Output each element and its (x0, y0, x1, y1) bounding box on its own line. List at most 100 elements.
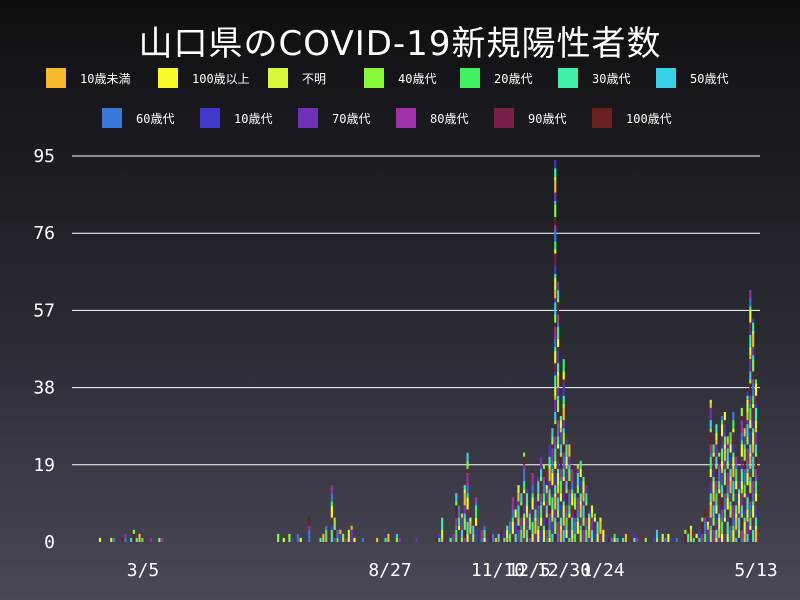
bar-segment (576, 468, 579, 473)
bar-segment (754, 501, 758, 506)
bar-segment (743, 517, 746, 522)
bar-segment (749, 420, 752, 429)
bar-segment (706, 525, 709, 530)
bar-segment (299, 537, 302, 542)
bar-segment (460, 517, 463, 530)
bar-segment (551, 472, 554, 486)
bar-segment (743, 472, 746, 486)
bar-segment (746, 420, 749, 425)
bar-segment (732, 428, 735, 433)
bar-segment (489, 533, 492, 542)
bar-segment (726, 468, 729, 473)
bar-segment (732, 525, 735, 530)
bar-segment (458, 529, 461, 542)
bar-segment (296, 533, 299, 542)
bar-segment (746, 444, 749, 449)
bar-segment (740, 416, 743, 421)
bar-segment (740, 517, 743, 530)
bar-segment (749, 383, 752, 396)
bar-segment (562, 501, 565, 506)
bar-segment (559, 529, 562, 542)
chart-title: 山口県のCOVID-19新規陽性者数 (138, 24, 662, 64)
bar-segment (554, 290, 557, 299)
bar-segment (749, 468, 752, 477)
bar-segment (721, 493, 724, 498)
bar-segment (534, 521, 537, 534)
bar-segment (732, 501, 735, 506)
bar-segment (749, 505, 752, 518)
bar-segment (475, 525, 478, 530)
bar-segment (746, 485, 749, 494)
legend-label: 90歳代 (528, 111, 567, 126)
bar-segment (466, 521, 469, 534)
bar-segment (743, 436, 746, 445)
bar-segment (749, 525, 752, 530)
bar-segment (551, 485, 554, 494)
bar-segment (554, 346, 557, 352)
bar-segment (545, 505, 548, 514)
bar-segment (554, 387, 557, 396)
bar-segment (740, 513, 743, 518)
y-tick-label: 0 (44, 532, 55, 553)
bar-segment (565, 537, 568, 542)
bar-segment (455, 501, 458, 506)
bar-segment (721, 509, 724, 518)
bar-segment (554, 460, 557, 469)
bar-segment (554, 493, 557, 498)
bar-segment (500, 529, 503, 542)
bar-segment (339, 529, 342, 534)
bar-segment (664, 537, 667, 542)
bar-segment (548, 537, 551, 542)
bar-segment (387, 533, 390, 542)
bar-segment (735, 505, 738, 514)
bar-segment (754, 420, 758, 429)
bar-segment (735, 493, 738, 506)
legend-item: 30歳代 (558, 68, 630, 88)
bar-segment (540, 476, 543, 482)
bar-segment (571, 529, 574, 538)
bar-segment (718, 493, 721, 506)
bar-segment (291, 537, 294, 542)
bar-segment (721, 497, 724, 510)
bar-segment (559, 517, 562, 526)
bar-segment (557, 411, 560, 421)
bar-segment (689, 525, 693, 530)
bar-segment (475, 497, 478, 502)
bar-segment (554, 411, 557, 421)
bar-segment (692, 537, 695, 542)
bar-segment (670, 537, 673, 542)
bar-segment (675, 537, 678, 542)
bar-segment (548, 493, 551, 506)
bar-segment (508, 521, 512, 534)
bar-segment (709, 505, 712, 518)
bar-segment (330, 517, 333, 526)
bar-segment (754, 444, 758, 453)
bar-segment (729, 468, 732, 477)
bar-segment (695, 537, 698, 542)
bar-segment (483, 537, 486, 542)
bar-segment (559, 476, 562, 482)
bar-segment (576, 509, 579, 518)
bar-segment (610, 537, 613, 542)
bar-segment (729, 517, 732, 526)
bar-segment (557, 298, 560, 303)
bar-segment (548, 505, 551, 514)
bar-segment (557, 322, 560, 327)
bar-segment (565, 440, 568, 445)
bar-segment (593, 513, 596, 518)
bar-segment (545, 517, 548, 530)
bar-segment (554, 371, 557, 376)
bar-segment (531, 521, 534, 534)
bar-segment (531, 485, 534, 494)
bar-segment (514, 509, 517, 518)
bar-segment (667, 533, 670, 542)
bar-segment (712, 481, 715, 494)
bar-segment (749, 493, 752, 502)
bar-segment (528, 537, 531, 542)
bar-segment (466, 493, 469, 498)
bar-segment (749, 403, 752, 408)
bar-segment (455, 517, 458, 526)
bar-segment (441, 537, 444, 542)
bar-segment (506, 525, 509, 530)
bar-segment (559, 428, 562, 433)
